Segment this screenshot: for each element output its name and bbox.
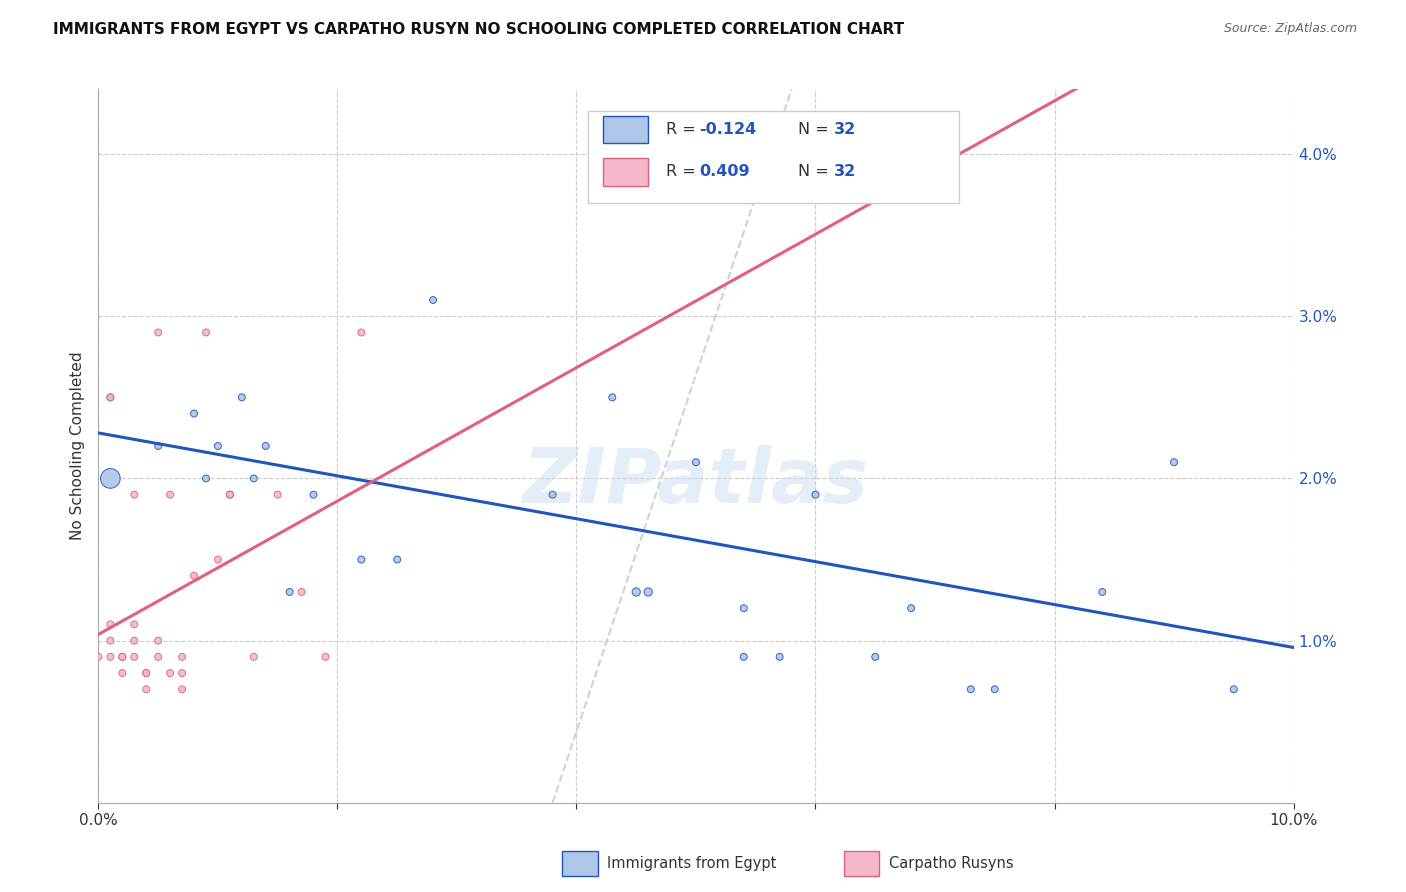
Point [661,179,683,194]
Point [243,471,266,485]
Point [111,649,134,664]
Point [183,407,205,421]
Point [172,682,194,697]
Point [183,568,205,582]
Point [733,649,755,664]
Point [159,666,181,681]
Text: R =: R = [666,121,702,136]
Point [100,633,122,648]
Point [172,649,194,664]
Text: N =: N = [797,164,834,179]
Point [302,488,325,502]
Text: N =: N = [797,121,834,136]
Point [267,488,290,502]
Text: -0.124: -0.124 [700,121,756,136]
Text: ZIPatlas: ZIPatlas [523,445,869,518]
Point [291,585,314,599]
Point [148,649,170,664]
Point [111,666,134,681]
Bar [603,159,648,186]
Point [984,682,1007,697]
Point [422,293,444,307]
Point [804,488,827,502]
Point [100,390,122,404]
Point [148,633,170,648]
FancyBboxPatch shape [588,111,959,203]
Point [1091,585,1114,599]
Point [769,649,792,664]
Point [602,390,624,404]
Point [87,649,110,664]
Text: Carpatho Rusyns: Carpatho Rusyns [889,856,1014,871]
Point [1163,455,1185,469]
Point [685,455,707,469]
Point [350,552,373,566]
Point [135,666,157,681]
Point [159,488,181,502]
Text: 0.409: 0.409 [700,164,751,179]
Point [541,488,564,502]
Point [148,439,170,453]
Point [243,649,266,664]
Point [124,649,146,664]
Point [350,326,373,340]
Point [315,649,337,664]
Point [219,488,242,502]
Text: Immigrants from Egypt: Immigrants from Egypt [607,856,776,871]
Point [231,390,253,404]
Point [195,326,218,340]
Point [124,617,146,632]
Point [637,585,659,599]
Point [124,488,146,502]
Point [219,488,242,502]
Text: IMMIGRANTS FROM EGYPT VS CARPATHO RUSYN NO SCHOOLING COMPLETED CORRELATION CHART: IMMIGRANTS FROM EGYPT VS CARPATHO RUSYN … [53,22,904,37]
Point [626,585,648,599]
Bar [603,116,648,143]
Point [135,666,157,681]
Text: 32: 32 [834,164,856,179]
Point [111,649,134,664]
Point [207,439,229,453]
Point [100,649,122,664]
Point [100,471,122,485]
Point [124,633,146,648]
Point [865,649,887,664]
Point [135,682,157,697]
Text: R =: R = [666,164,702,179]
Point [733,601,755,615]
Point [254,439,277,453]
Point [1223,682,1246,697]
Point [385,552,409,566]
Point [172,666,194,681]
Point [195,471,218,485]
Text: 32: 32 [834,121,856,136]
Text: Source: ZipAtlas.com: Source: ZipAtlas.com [1223,22,1357,36]
Point [278,585,301,599]
Point [960,682,983,697]
Point [100,617,122,632]
Y-axis label: No Schooling Completed: No Schooling Completed [70,351,86,541]
Point [148,326,170,340]
Point [207,552,229,566]
Point [900,601,922,615]
Point [100,390,122,404]
